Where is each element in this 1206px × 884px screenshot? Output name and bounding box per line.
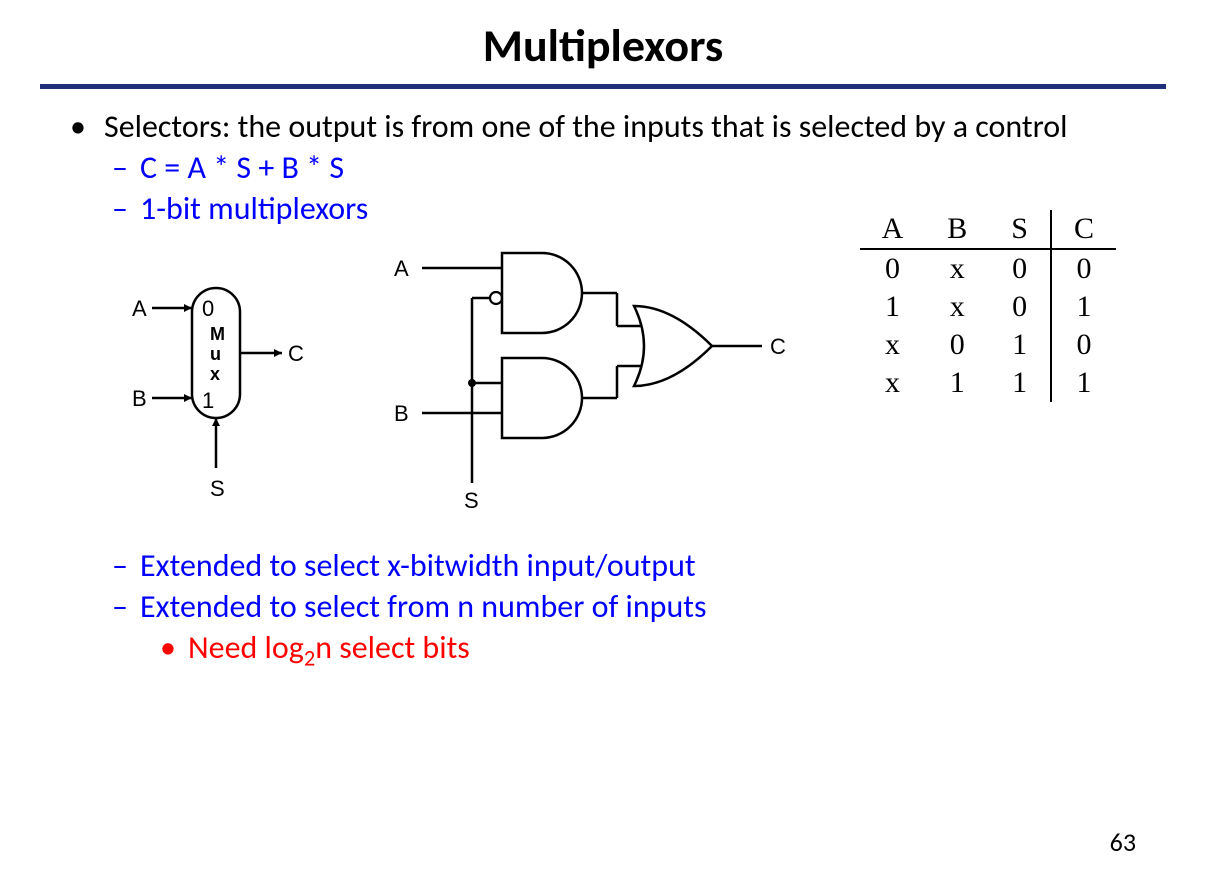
title-rule: [40, 84, 1166, 89]
dash-icon: –: [112, 148, 140, 189]
dash-icon: –: [112, 546, 140, 587]
gate-s-label: S: [464, 488, 479, 513]
bullet-dot-icon: •: [70, 107, 104, 148]
gate-a-label: A: [394, 256, 409, 281]
gate-diagram-group: A B S: [394, 253, 786, 513]
mux-diagrams-svg: 0 1 M u x A B C S: [112, 238, 832, 538]
mux-label-x: x: [210, 364, 220, 384]
slide-title: Multiplexors: [0, 0, 1206, 84]
mux-b-label: B: [132, 386, 147, 411]
mux-label-u: u: [210, 344, 221, 364]
bullet-sub4-text: Extended to select from n number of inpu…: [140, 587, 707, 628]
mux-port-0: 0: [202, 296, 214, 321]
or-gate: [634, 306, 712, 386]
table-row: x 0 1 0: [860, 326, 1116, 364]
dash-icon: –: [112, 587, 140, 628]
gate-c-label: C: [770, 334, 786, 359]
truth-col-c: C: [1051, 210, 1116, 249]
bullet-sub3-text: Extended to select x-bitwidth input/outp…: [140, 546, 696, 587]
and-gate-top: [502, 253, 582, 333]
mux-symbol-group: 0 1 M u x A B C S: [132, 288, 304, 501]
mux-c-label: C: [288, 341, 304, 366]
table-row: 1 x 0 1: [860, 288, 1116, 326]
bullet-dot-icon: •: [160, 628, 188, 674]
bullet-sub4: – Extended to select from n number of in…: [112, 587, 1136, 628]
bullet-sub3: – Extended to select x-bitwidth input/ou…: [112, 546, 1136, 587]
mux-port-1: 1: [202, 388, 214, 413]
mux-s-label: S: [210, 476, 225, 501]
gate-b-label: B: [394, 401, 409, 426]
bullet-main: • Selectors: the output is from one of t…: [70, 107, 1136, 148]
bullet-sub2-text: 1-bit multiplexors: [140, 189, 368, 230]
truth-table: A B S C 0 x 0 0 1 x 0 1 x 0 1: [860, 210, 1116, 402]
mux-a-label: A: [132, 296, 147, 321]
mux-label-m: M: [210, 324, 225, 344]
truth-col-s: S: [989, 210, 1051, 249]
bullet-sub1: – C = A * S + B * S: [112, 148, 1136, 189]
bullet-subsub-text: Need log2n select bits: [188, 628, 470, 674]
truth-col-b: B: [925, 210, 989, 249]
table-row: 0 x 0 0: [860, 249, 1116, 288]
bullet-subsub: • Need log2n select bits: [160, 628, 1136, 674]
table-row: x 1 1 1: [860, 364, 1116, 402]
bullet-sub1-text: C = A * S + B * S: [140, 148, 344, 189]
dash-icon: –: [112, 189, 140, 230]
and-gate-bottom: [502, 358, 582, 438]
bullet-main-text: Selectors: the output is from one of the…: [104, 107, 1067, 148]
page-number: 63: [1110, 826, 1136, 858]
truth-col-a: A: [860, 210, 926, 249]
